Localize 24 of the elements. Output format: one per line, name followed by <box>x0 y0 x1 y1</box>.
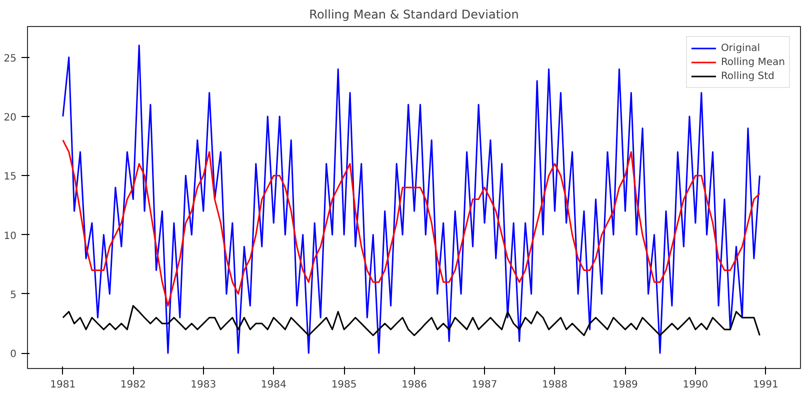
chart-title: Rolling Mean & Standard Deviation <box>309 8 519 22</box>
y-tick-label: 25 <box>4 53 17 64</box>
legend-label: Original <box>720 42 760 55</box>
x-tick-label: 1982 <box>120 380 146 390</box>
x-tick-label: 1984 <box>260 380 286 390</box>
y-tick-label: 20 <box>4 112 17 124</box>
line-series <box>62 139 760 307</box>
y-tick-label: 0 <box>10 349 17 360</box>
y-tick-label: 10 <box>4 230 17 242</box>
y-tick-label: 15 <box>4 172 17 183</box>
x-tick-label: 1988 <box>542 380 568 390</box>
x-tick-label: 1985 <box>331 380 357 390</box>
x-tick-label: 1990 <box>682 380 708 390</box>
x-tick-label: 1983 <box>190 380 216 390</box>
x-tick-label: 1989 <box>612 380 638 390</box>
x-tick-label: 1991 <box>752 380 778 390</box>
x-tick-label: 1981 <box>50 380 76 390</box>
y-tick-label: 5 <box>10 290 17 301</box>
line-series <box>62 44 760 354</box>
legend-label: Rolling Std <box>720 70 774 83</box>
line-series <box>62 305 760 336</box>
legend-label: Rolling Mean <box>720 56 785 69</box>
x-tick-label: 1987 <box>472 380 498 390</box>
x-tick-label: 1986 <box>402 380 428 390</box>
